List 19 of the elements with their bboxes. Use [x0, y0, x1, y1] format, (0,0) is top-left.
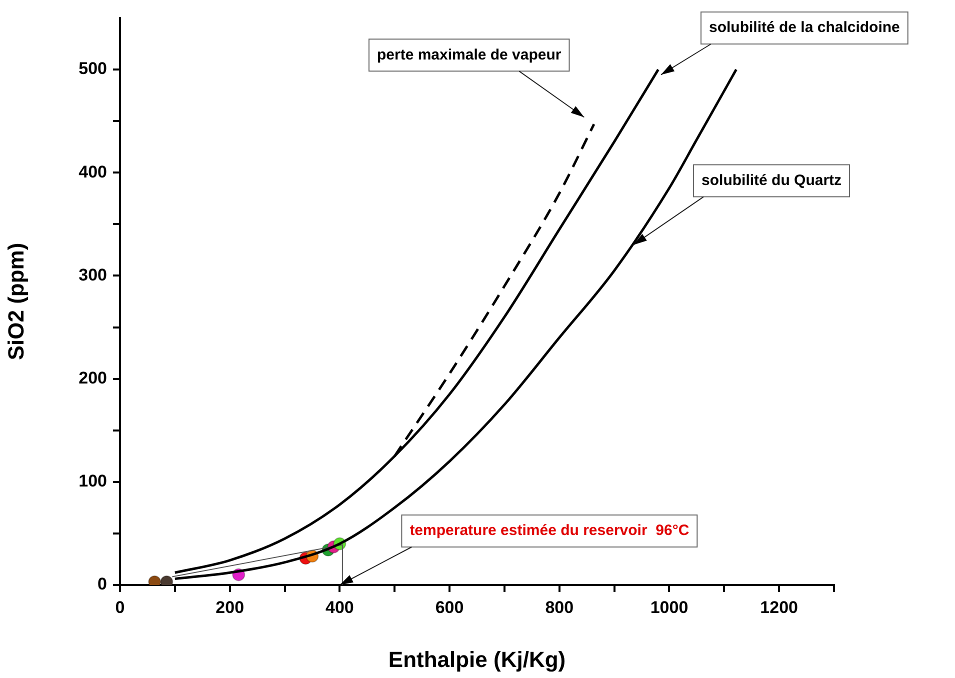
- x-tick-label: 200: [216, 598, 244, 617]
- y-tick-label: 400: [78, 162, 107, 182]
- x-tick-label: 0: [115, 598, 125, 617]
- annotation: temperature estimée du reservoir 96°C: [410, 522, 690, 540]
- x-tick-label: 600: [435, 598, 464, 617]
- y-tick-label: 500: [78, 59, 107, 78]
- y-tick-label: 300: [78, 265, 107, 284]
- x-tick-label: 1000: [650, 598, 688, 617]
- x-tick-label: 1200: [760, 598, 798, 617]
- x-tick-label: 800: [545, 598, 574, 617]
- y-axis-title: SiO2 (ppm): [3, 242, 28, 360]
- y-tick-label: 0: [98, 574, 107, 594]
- y-tick-label: 200: [78, 368, 107, 388]
- annotation: perte maximale de vapeur: [376, 46, 562, 64]
- annotation: solubilité de la chalcidoine: [708, 19, 900, 36]
- x-axis-title: Enthalpie (Kj/Kg): [388, 646, 566, 672]
- y-tick-label: 100: [78, 472, 107, 491]
- annotation: solubilité du Quartz: [702, 172, 842, 189]
- x-tick-label: 400: [326, 598, 354, 617]
